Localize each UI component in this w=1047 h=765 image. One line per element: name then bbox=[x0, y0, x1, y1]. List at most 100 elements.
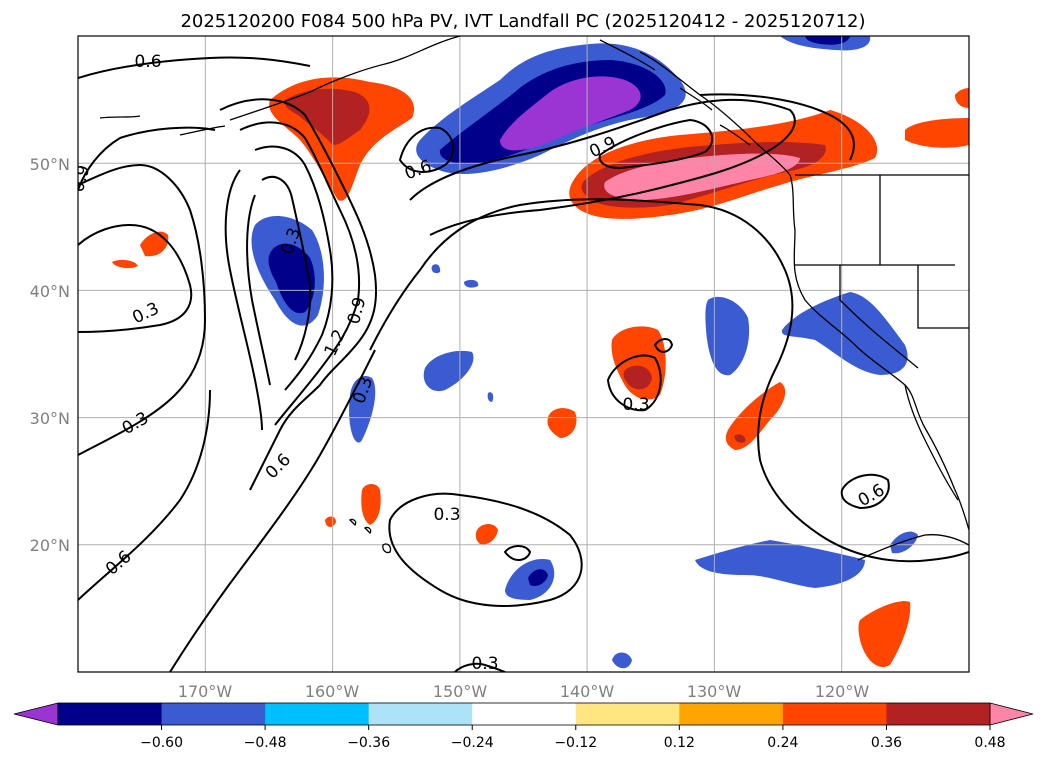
colorbar-tick-label: −0.60 bbox=[140, 735, 183, 751]
contour-09-northeast-edge bbox=[699, 93, 855, 161]
neg-region-small-3 bbox=[487, 392, 494, 402]
pos-region-23n-157w bbox=[361, 484, 381, 525]
colorbar-segment bbox=[782, 703, 887, 725]
neg-region-north-pacific-peak bbox=[500, 76, 641, 151]
contour-label: 0.3 bbox=[433, 505, 460, 525]
contour-03-central bbox=[369, 198, 969, 563]
coastline-north-america bbox=[639, 51, 969, 531]
coastlines bbox=[99, 36, 969, 561]
contour-trough-inner-left-2 bbox=[246, 194, 271, 386]
colorbar: −0.60 −0.48 −0.36 −0.24 −0.12 0.12 0.24 0.36 0.4… bbox=[13, 702, 1034, 751]
contour-label: 0.6 bbox=[134, 52, 161, 72]
colorbar-segment bbox=[265, 703, 370, 725]
map-border bbox=[77, 35, 970, 673]
coastline-alaska-aleutians bbox=[99, 36, 461, 136]
pv-contours bbox=[78, 56, 969, 672]
islands-hawaii bbox=[348, 518, 392, 554]
lon-tick-label: 160°W bbox=[305, 682, 360, 701]
lon-tick-label: 170°W bbox=[178, 682, 233, 701]
neg-region-36n-131w bbox=[705, 296, 750, 376]
pos-region-21n-160w bbox=[325, 516, 336, 527]
contour-03-west bbox=[78, 223, 193, 333]
pos-region-12n-115w bbox=[858, 601, 911, 668]
lat-tick-label: 30°N bbox=[30, 409, 70, 428]
lat-tick-labels: 20°N 30°N 40°N 50°N bbox=[30, 155, 70, 555]
lat-tick-label: 20°N bbox=[30, 536, 70, 555]
neg-region-17n-145w-core bbox=[528, 569, 548, 586]
colorbar-tick-label: 0.36 bbox=[871, 735, 902, 751]
contour-03-sub-loop bbox=[606, 354, 662, 412]
coastline-baja bbox=[904, 384, 959, 501]
contour-06-east-loop bbox=[840, 473, 890, 510]
coastline-mexico bbox=[857, 534, 969, 561]
pos-region-20n-148w bbox=[475, 524, 498, 545]
contour-09-northeast-loop bbox=[598, 118, 714, 170]
pos-region-35n-136w-core bbox=[623, 365, 652, 390]
colorbar-tick-label: −0.12 bbox=[554, 735, 597, 751]
colorbar-segment bbox=[58, 703, 163, 725]
colorbar-left-extension bbox=[13, 702, 59, 726]
neg-region-20n-113w bbox=[890, 531, 918, 554]
colorbar-tick-label: −0.24 bbox=[451, 735, 494, 751]
contour-03-south-loop bbox=[388, 492, 583, 607]
colorbar-ticks: −0.60 −0.48 −0.36 −0.24 −0.12 0.12 0.24 0.36 0.4… bbox=[140, 725, 1006, 751]
neg-region-36n-150w bbox=[423, 350, 474, 392]
neg-region-38n-121w bbox=[781, 292, 908, 375]
contour-label: 0.3 bbox=[471, 654, 498, 674]
contour-09-north-central bbox=[409, 98, 796, 236]
contour-trough-1 bbox=[219, 98, 378, 491]
colorbar-tick-label: 0.48 bbox=[974, 735, 1005, 751]
colorbar-segment bbox=[472, 703, 577, 725]
negative-anomalies bbox=[251, 36, 918, 669]
colorbar-segment bbox=[575, 703, 680, 725]
pos-region-35n-136w bbox=[611, 326, 666, 400]
neg-region-small-1 bbox=[431, 264, 441, 274]
contour-06-north bbox=[78, 56, 311, 79]
contour-trough-inner-left bbox=[224, 169, 263, 431]
colorbar-segments bbox=[58, 703, 991, 725]
contour-trough-2 bbox=[239, 121, 361, 426]
colorbar-segment bbox=[368, 703, 473, 725]
contour-06-southwest-2 bbox=[169, 349, 376, 672]
contour-09-trough-outer bbox=[78, 126, 216, 191]
contour-03-bottom bbox=[454, 662, 506, 672]
pos-region-29n-142w bbox=[547, 408, 577, 438]
lat-tick-label: 50°N bbox=[30, 155, 70, 174]
contour-small-loop-33n bbox=[653, 338, 674, 353]
map-panel: 0.6 0.6 0.9 0.9 0.3 0.3 0.3 0.3 0.6 0.6 … bbox=[77, 35, 970, 674]
contour-06-north-loop bbox=[398, 126, 455, 173]
state-borders bbox=[795, 175, 969, 369]
neg-region-10n-140w bbox=[612, 652, 632, 669]
colorbar-right-extension bbox=[989, 702, 1034, 726]
lon-tick-label: 140°W bbox=[560, 682, 615, 701]
lat-tick-label: 40°N bbox=[30, 282, 70, 301]
pos-region-30n-126w-core bbox=[734, 434, 746, 443]
coastline-canada-islands bbox=[599, 39, 751, 146]
lon-tick-label: 120°W bbox=[815, 682, 870, 701]
pos-region-44n-173w bbox=[112, 231, 169, 269]
pos-region-56n-110w bbox=[955, 88, 969, 108]
contour-label: 0.3 bbox=[622, 395, 649, 415]
colorbar-tick-label: −0.36 bbox=[347, 735, 390, 751]
contour-trough-4 bbox=[261, 175, 312, 361]
colorbar-tick-label: 0.12 bbox=[664, 735, 695, 751]
lon-tick-label: 130°W bbox=[687, 682, 742, 701]
colorbar-tick-label: −0.48 bbox=[244, 735, 287, 751]
pos-region-53n-158w-core bbox=[284, 88, 370, 145]
neg-region-18n-125w bbox=[695, 540, 865, 588]
contour-03-west-2 bbox=[78, 163, 207, 456]
neg-region-small-2 bbox=[464, 279, 479, 288]
contour-trough-3 bbox=[254, 145, 334, 391]
contour-06-southwest bbox=[78, 389, 211, 601]
colorbar-segment bbox=[679, 703, 784, 725]
neg-region-42n-165w-core bbox=[268, 243, 315, 314]
gridlines bbox=[78, 36, 969, 672]
pos-region-52n-112w bbox=[905, 118, 969, 148]
lon-tick-label: 150°W bbox=[433, 682, 488, 701]
neg-region-top-right-core bbox=[805, 36, 850, 45]
neg-region-31n-157w bbox=[349, 375, 376, 443]
lon-tick-labels: 170°W 160°W 150°W 140°W 130°W 120°W bbox=[178, 682, 870, 701]
colorbar-segment bbox=[886, 703, 991, 725]
colorbar-outline bbox=[57, 702, 991, 726]
